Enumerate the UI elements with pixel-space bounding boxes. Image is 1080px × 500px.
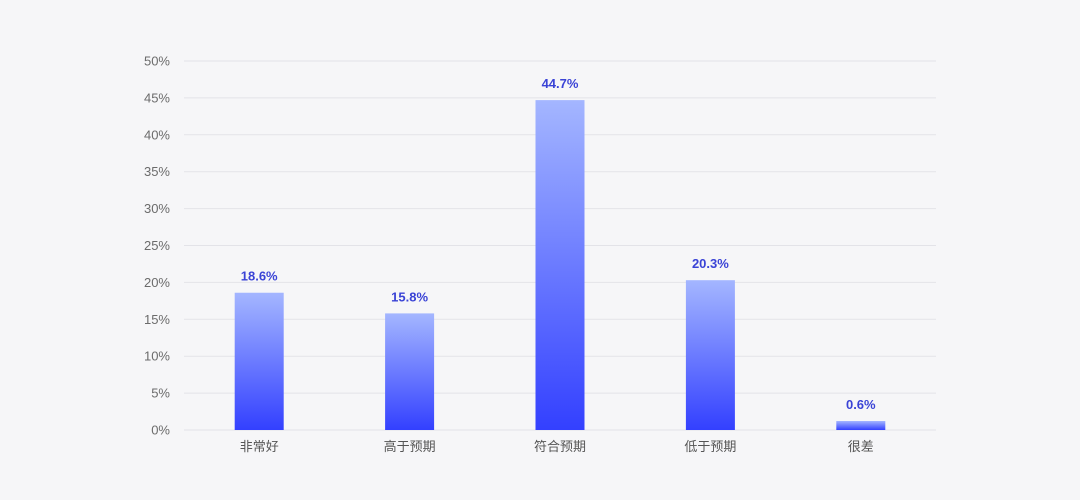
bar [836,421,886,430]
y-tick-label: 45% [144,90,170,105]
y-axis-ticks: 0% 5% 10% 15% 20% 25% 30% 35% 40% 45% 50% [144,54,170,438]
y-tick-label: 30% [144,201,170,216]
x-axis-labels: 非常好 高于预期 符合预期 低于预期 很差 [240,439,874,454]
x-category-label: 高于预期 [384,439,436,454]
y-tick-label: 10% [144,349,170,364]
data-labels: 18.6% 15.8% 44.7% 20.3% 0.6% [241,76,876,412]
data-label: 15.8% [391,289,428,304]
bar [385,313,435,430]
x-category-label: 很差 [848,439,874,454]
x-category-label: 符合预期 [534,439,586,454]
x-category-label: 低于预期 [684,439,736,454]
y-tick-label: 40% [144,127,170,142]
y-tick-label: 20% [144,275,170,290]
bar [234,292,284,430]
bars [234,100,886,430]
x-category-label: 非常好 [240,439,279,454]
y-tick-label: 15% [144,312,170,327]
bar [685,280,735,430]
bar [535,100,585,430]
data-label: 0.6% [846,397,876,412]
data-label: 44.7% [542,76,579,91]
y-tick-label: 50% [144,54,170,69]
data-label: 20.3% [692,256,729,271]
y-tick-label: 5% [151,386,170,401]
y-tick-label: 0% [151,423,170,438]
y-tick-label: 25% [144,238,170,253]
data-label: 18.6% [241,269,278,284]
y-tick-label: 35% [144,164,170,179]
